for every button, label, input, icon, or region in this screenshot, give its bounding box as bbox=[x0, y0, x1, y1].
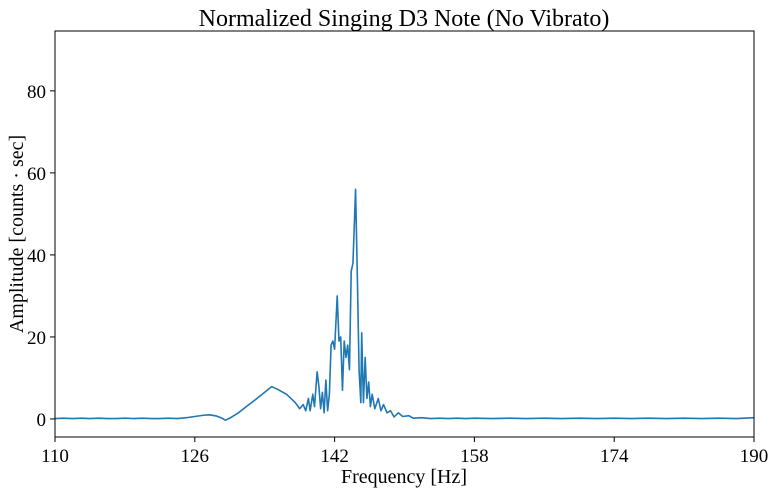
y-tick-label: 80 bbox=[27, 82, 46, 103]
x-tick-label: 190 bbox=[740, 446, 769, 467]
chart-title: Normalized Singing D3 Note (No Vibrato) bbox=[199, 6, 610, 32]
data-line bbox=[54, 188, 755, 421]
x-tick-label: 126 bbox=[181, 446, 210, 467]
y-tick-label: 40 bbox=[27, 246, 46, 267]
x-tick-label: 174 bbox=[600, 446, 629, 467]
x-tick-label: 142 bbox=[320, 446, 349, 467]
y-tick-label: 60 bbox=[27, 164, 46, 185]
y-tick-label: 0 bbox=[37, 410, 47, 431]
x-tick-label: 158 bbox=[460, 446, 489, 467]
y-tick-label: 20 bbox=[27, 328, 46, 349]
x-axis-label: Frequency [Hz] bbox=[341, 466, 467, 488]
y-axis-label: Amplitude [counts · sec] bbox=[6, 135, 28, 333]
plot-frame bbox=[54, 30, 755, 438]
x-tick-label: 110 bbox=[41, 446, 69, 467]
